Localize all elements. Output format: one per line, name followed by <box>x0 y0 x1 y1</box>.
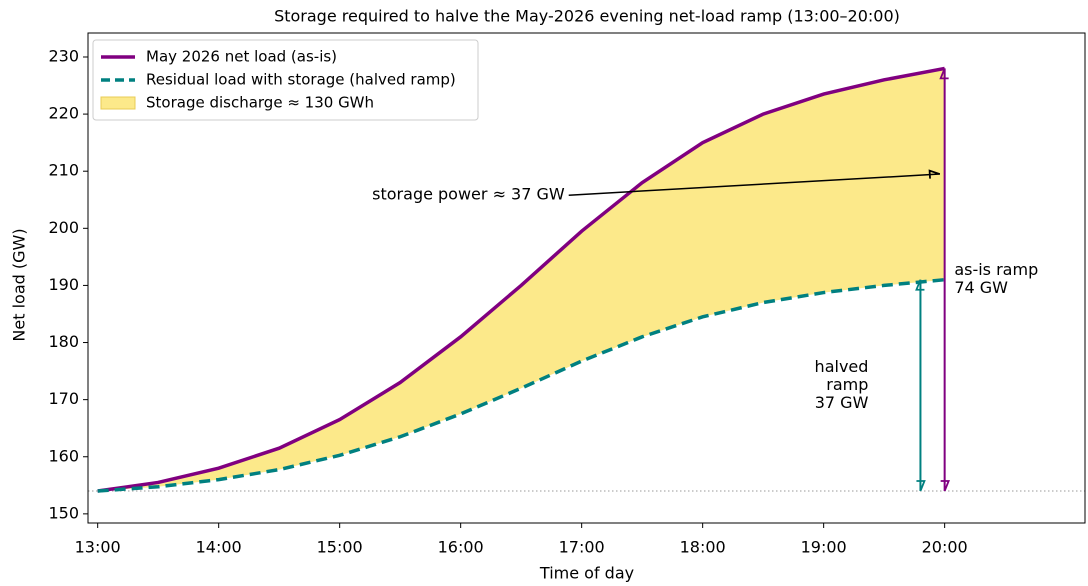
x-tick-label: 16:00 <box>438 538 484 557</box>
arrow-head <box>916 480 926 492</box>
series-line <box>97 66 945 493</box>
y-tick-label: 150 <box>48 503 79 522</box>
annotation: as-is ramp <box>954 260 1038 279</box>
arrow-head <box>939 68 949 80</box>
x-tick-label: 17:00 <box>559 538 605 557</box>
x-tick-label: 18:00 <box>680 538 726 557</box>
annotation: 74 GW <box>954 278 1008 297</box>
plot-frame <box>87 32 1086 524</box>
x-tick-label: 14:00 <box>196 538 242 557</box>
x-tick-label: 13:00 <box>75 538 121 557</box>
y-tick-label: 170 <box>48 389 79 408</box>
x-axis-label: Time of day <box>539 564 634 583</box>
legend-label: May 2026 net load (as-is) <box>146 48 337 66</box>
y-tick-label: 160 <box>48 446 79 465</box>
storage-area <box>97 68 945 492</box>
series-line <box>97 277 945 493</box>
x-tick-label: 20:00 <box>922 538 968 557</box>
annotation: halved <box>815 357 869 376</box>
y-tick-label: 200 <box>48 218 79 237</box>
y-tick-label: 230 <box>48 46 79 65</box>
arrow-head <box>940 480 950 492</box>
arrow-head <box>915 279 925 291</box>
annotation: 37 GW <box>815 393 869 412</box>
legend-swatch <box>100 96 136 110</box>
legend-label: Storage discharge ≈ 130 GWh <box>146 94 374 112</box>
annotation: ramp <box>826 375 868 394</box>
y-tick-label: 210 <box>48 161 79 180</box>
y-tick-label: 190 <box>48 275 79 294</box>
arrow-head <box>928 169 941 179</box>
y-axis-label: Net load (GW) <box>10 228 29 341</box>
annotation: storage power ≈ 37 GW <box>372 185 565 204</box>
legend-box <box>92 39 479 121</box>
x-tick-label: 15:00 <box>317 538 363 557</box>
y-tick-label: 220 <box>48 104 79 123</box>
x-tick-label: 19:00 <box>801 538 847 557</box>
y-tick-label: 180 <box>48 332 79 351</box>
chart-title: Storage required to halve the May-2026 e… <box>274 7 900 26</box>
legend: May 2026 net load (as-is) Residual load w… <box>92 39 479 121</box>
legend-label: Residual load with storage (halved ramp) <box>146 71 456 89</box>
annotation-arrow <box>568 173 940 196</box>
